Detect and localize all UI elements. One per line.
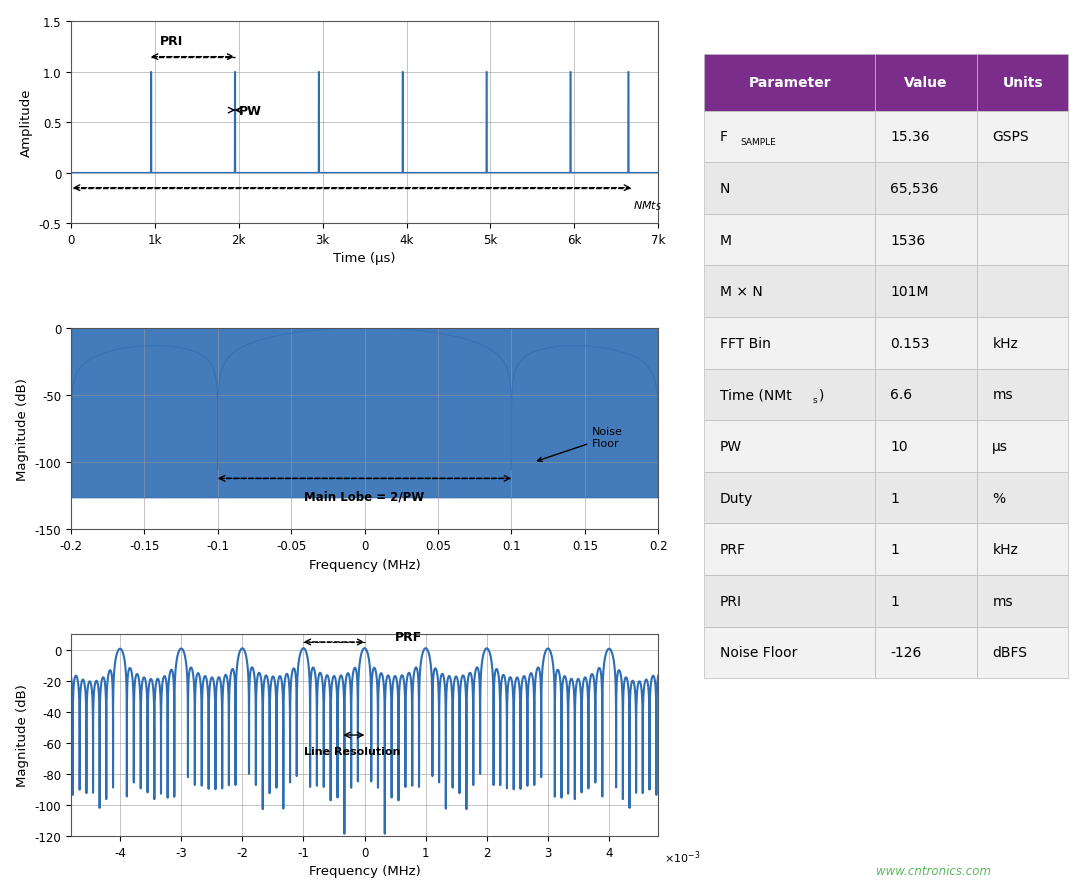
Text: 0.153: 0.153: [890, 336, 929, 350]
Text: FFT Bin: FFT Bin: [720, 336, 770, 350]
Text: Parameter: Parameter: [748, 76, 831, 90]
Text: Value: Value: [904, 76, 948, 90]
FancyBboxPatch shape: [875, 524, 977, 575]
Text: dBFS: dBFS: [993, 645, 1028, 660]
Text: 1: 1: [890, 594, 899, 608]
Text: s: s: [812, 395, 817, 404]
Text: kHz: kHz: [993, 336, 1018, 350]
FancyBboxPatch shape: [875, 627, 977, 679]
FancyBboxPatch shape: [704, 627, 875, 679]
Text: PRF: PRF: [720, 543, 746, 557]
FancyBboxPatch shape: [977, 317, 1068, 369]
FancyBboxPatch shape: [875, 421, 977, 472]
X-axis label: Time (μs): Time (μs): [333, 252, 395, 265]
Text: www.cntronics.com: www.cntronics.com: [876, 864, 992, 877]
FancyBboxPatch shape: [875, 215, 977, 266]
FancyBboxPatch shape: [704, 266, 875, 317]
Text: Noise Floor: Noise Floor: [720, 645, 797, 660]
Text: ms: ms: [993, 388, 1013, 402]
Text: GSPS: GSPS: [993, 131, 1029, 144]
Text: Duty: Duty: [720, 491, 752, 505]
Text: %: %: [993, 491, 1006, 505]
Text: F: F: [720, 131, 727, 144]
FancyBboxPatch shape: [875, 575, 977, 627]
Text: ms: ms: [993, 594, 1013, 608]
FancyBboxPatch shape: [977, 266, 1068, 317]
Text: 101M: 101M: [890, 285, 928, 299]
Text: 1536: 1536: [890, 233, 925, 248]
FancyBboxPatch shape: [977, 112, 1068, 163]
Text: 1: 1: [890, 543, 899, 557]
FancyBboxPatch shape: [704, 317, 875, 369]
Text: PW: PW: [239, 105, 262, 118]
Text: 15.36: 15.36: [890, 131, 929, 144]
Text: Noise
Floor: Noise Floor: [537, 427, 622, 462]
FancyBboxPatch shape: [875, 266, 977, 317]
Text: μs: μs: [993, 440, 1008, 453]
FancyBboxPatch shape: [977, 163, 1068, 215]
Text: M × N: M × N: [720, 285, 762, 299]
FancyBboxPatch shape: [875, 472, 977, 524]
Text: M: M: [720, 233, 732, 248]
X-axis label: Frequency (MHz): Frequency (MHz): [309, 864, 420, 877]
FancyBboxPatch shape: [704, 575, 875, 627]
FancyBboxPatch shape: [704, 369, 875, 421]
FancyBboxPatch shape: [704, 524, 875, 575]
FancyBboxPatch shape: [977, 524, 1068, 575]
FancyBboxPatch shape: [875, 163, 977, 215]
Text: kHz: kHz: [993, 543, 1018, 557]
Text: Main Lobe = 2/PW: Main Lobe = 2/PW: [305, 490, 425, 503]
FancyBboxPatch shape: [704, 112, 875, 163]
FancyBboxPatch shape: [704, 55, 875, 112]
Text: PRF: PRF: [395, 631, 423, 644]
FancyBboxPatch shape: [977, 55, 1068, 112]
FancyBboxPatch shape: [704, 215, 875, 266]
FancyBboxPatch shape: [704, 472, 875, 524]
Y-axis label: Magnitude (dB): Magnitude (dB): [16, 378, 29, 480]
Y-axis label: Amplitude: Amplitude: [20, 89, 33, 157]
Y-axis label: Magnitude (dB): Magnitude (dB): [16, 684, 29, 787]
Text: 1: 1: [890, 491, 899, 505]
Text: Line Resolution: Line Resolution: [305, 746, 401, 755]
FancyBboxPatch shape: [977, 627, 1068, 679]
Text: $NMt_S$: $NMt_S$: [633, 198, 662, 213]
FancyBboxPatch shape: [875, 55, 977, 112]
Text: SAMPLE: SAMPLE: [740, 138, 776, 147]
Text: PW: PW: [720, 440, 741, 453]
FancyBboxPatch shape: [704, 421, 875, 472]
Text: -126: -126: [890, 645, 922, 660]
FancyBboxPatch shape: [977, 575, 1068, 627]
FancyBboxPatch shape: [875, 112, 977, 163]
Text: ): ): [819, 388, 824, 402]
Text: N: N: [720, 181, 729, 196]
FancyBboxPatch shape: [977, 472, 1068, 524]
FancyBboxPatch shape: [977, 369, 1068, 421]
Text: $\times10^{-3}$: $\times10^{-3}$: [664, 848, 700, 864]
X-axis label: Frequency (MHz): Frequency (MHz): [309, 558, 420, 571]
Text: 6.6: 6.6: [890, 388, 912, 402]
Text: Units: Units: [1002, 76, 1043, 90]
FancyBboxPatch shape: [875, 317, 977, 369]
FancyBboxPatch shape: [977, 215, 1068, 266]
FancyBboxPatch shape: [704, 163, 875, 215]
FancyBboxPatch shape: [875, 369, 977, 421]
Text: PRI: PRI: [720, 594, 741, 608]
Text: 65,536: 65,536: [890, 181, 938, 196]
FancyBboxPatch shape: [977, 421, 1068, 472]
Text: PRI: PRI: [161, 35, 183, 47]
Text: Time (NMt: Time (NMt: [720, 388, 792, 402]
Text: 10: 10: [890, 440, 907, 453]
